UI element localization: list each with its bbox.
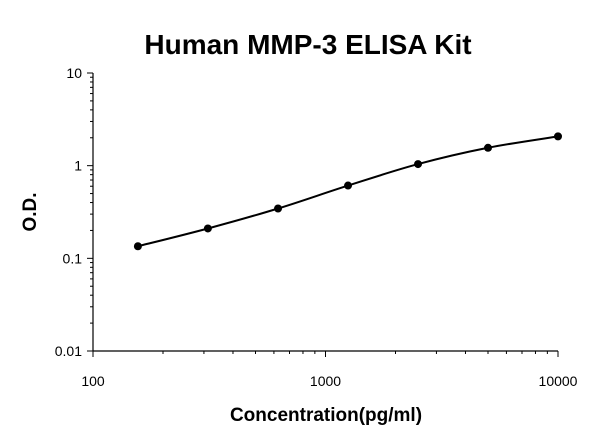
series-layer: [133, 132, 562, 251]
y-tick-label: 0.01: [55, 343, 82, 359]
x-tick-label: 1000: [310, 373, 341, 389]
x-tick-label: 100: [81, 373, 105, 389]
chart-title: Human MMP-3 ELISA Kit: [144, 29, 471, 60]
data-point: [203, 224, 212, 233]
x-tick-label: 10000: [539, 373, 578, 389]
x-axis-title: Concentration(pg/ml): [230, 405, 422, 426]
data-point: [133, 242, 142, 251]
data-point: [414, 160, 423, 169]
data-point: [484, 143, 493, 152]
data-point: [554, 132, 562, 141]
y-tick-label: 0.1: [63, 250, 83, 266]
data-point: [344, 181, 353, 190]
series-line: [137, 135, 559, 248]
data-point: [274, 204, 283, 213]
axes: 0.01 0.1 1 10 100 1000 10000: [55, 65, 578, 389]
y-tick-label: 1: [74, 158, 82, 174]
y-tick-label: 10: [66, 65, 82, 81]
y-axis-title: O.D.: [20, 192, 41, 231]
